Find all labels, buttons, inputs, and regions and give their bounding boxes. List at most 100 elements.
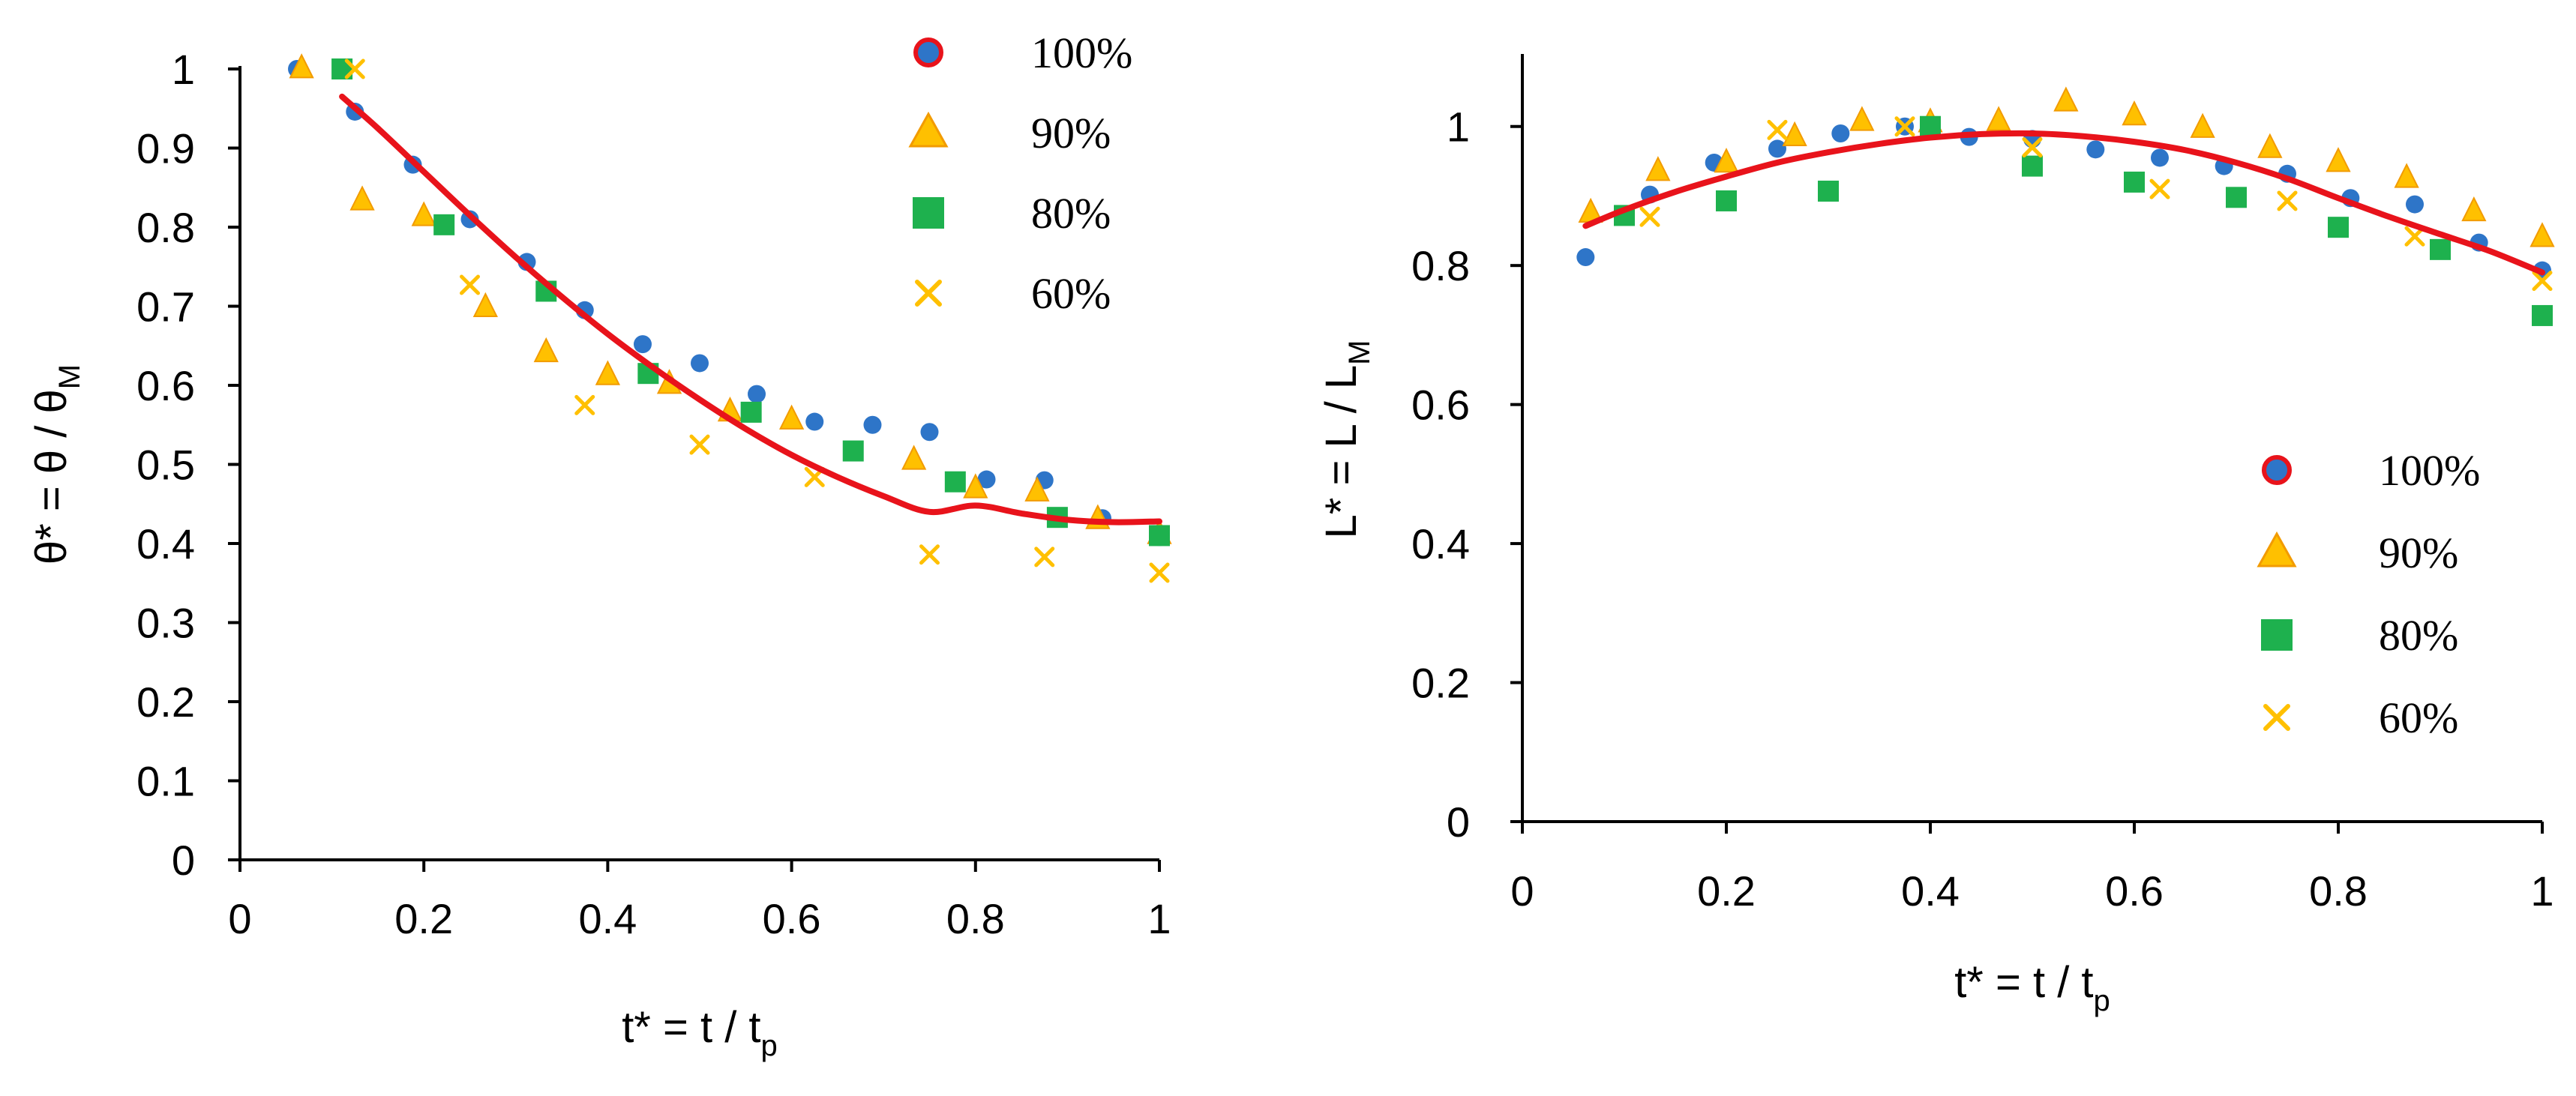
left-x-axis-title: t* = t / tp: [622, 1003, 778, 1062]
right-point-90: [2190, 112, 2215, 138]
left-x-tick-label: 0.6: [763, 895, 821, 942]
left-point-100: [633, 335, 652, 354]
left-legend-label-80: 80%: [1031, 189, 1111, 238]
left-point-60: [574, 394, 595, 415]
left-y-tick-label: 0: [172, 837, 195, 884]
left-y-tick-label: 0.5: [136, 442, 195, 489]
left-y-axis-title: θ* = θ / θM: [27, 364, 86, 564]
right-point-80: [2022, 155, 2043, 177]
left-point-100: [863, 415, 882, 434]
left-y-tick-label: 0.9: [136, 125, 195, 172]
right-point-60: [1639, 206, 1660, 227]
left-legend-marker-80: [913, 197, 944, 229]
left-point-90: [349, 185, 375, 211]
right-legend: 100% 90% 80% 60%: [2257, 446, 2480, 742]
left-point-90: [472, 292, 498, 318]
right-point-60: [2149, 178, 2170, 199]
left-point-90: [778, 404, 805, 430]
right-point-100: [2151, 148, 2169, 167]
right-y-tick-label: 0: [1447, 798, 1470, 846]
left-fit-curve: [339, 93, 1162, 526]
left-point-80: [944, 471, 966, 493]
right-point-90: [2053, 86, 2079, 112]
right-y-tick-label: 0.6: [1411, 382, 1470, 429]
left-point-90: [1024, 476, 1050, 502]
right-point-90: [1849, 106, 1875, 131]
left-y-tick-label: 1: [172, 46, 195, 93]
left-x-tick-label: 0.4: [578, 895, 637, 942]
left-point-90: [901, 445, 927, 470]
left-point-60: [1149, 562, 1170, 583]
left-series-80: [331, 58, 1170, 547]
left-y-tick-label: 0.3: [136, 600, 195, 647]
left-x-tick-label: 0: [228, 895, 251, 942]
left-point-90: [533, 337, 559, 363]
left-point-80: [433, 214, 455, 235]
right-point-80: [2328, 217, 2349, 238]
right-point-100: [2086, 140, 2105, 159]
right-x-tick-label: 0.8: [2309, 867, 2368, 915]
right-point-90: [2326, 147, 2351, 172]
right-point-80: [1920, 115, 1941, 137]
left-legend-marker-100: [913, 37, 943, 67]
left-point-100: [691, 354, 709, 373]
right-legend-label-100: 100%: [2379, 446, 2480, 495]
right-y-tick-label: 0.8: [1411, 242, 1470, 289]
left-legend-label-90: 90%: [1031, 109, 1111, 157]
right-point-90: [1645, 156, 1671, 181]
left-point-90: [963, 473, 988, 499]
right-legend-label-90: 90%: [2379, 529, 2458, 577]
left-point-60: [689, 434, 710, 455]
right-point-90: [2122, 100, 2147, 126]
right-point-60: [2532, 271, 2553, 292]
right-legend-label-60: 60%: [2379, 693, 2458, 742]
right-legend-label-80: 80%: [2379, 611, 2458, 660]
left-x-tick-label: 1: [1147, 895, 1171, 942]
right-point-80: [2532, 304, 2553, 326]
right-series-80: [1614, 115, 2553, 326]
left-point-100: [977, 470, 996, 489]
left-legend-label-100: 100%: [1031, 28, 1132, 77]
left-y-tick-label: 0.1: [136, 758, 195, 805]
right-point-80: [2430, 238, 2451, 260]
right-legend-marker-80: [2261, 619, 2293, 651]
right-x-axis-title: t* = t / tp: [1954, 958, 2110, 1017]
right-chart: 0 0.2 0.4 0.6 0.8 1 0 0.2 0.4 0.6 0.8 1 t* = t / tp L…: [1317, 54, 2555, 1017]
right-point-100: [1768, 139, 1786, 158]
right-point-90: [2257, 133, 2283, 158]
left-y-tick-label: 0.8: [136, 204, 195, 251]
left-point-60: [460, 274, 480, 295]
left-x-tick-label: 0.8: [946, 895, 1005, 942]
right-y-tick-label: 1: [1447, 103, 1470, 151]
left-point-80: [1149, 525, 1170, 547]
right-legend-marker-90: [2257, 531, 2297, 567]
left-chart: 0 0.1 0.2 0.3 0.4 0.5 0.6 0.7 0.8 0.9 1 0 0.2 0.4 0.6 0…: [27, 28, 1172, 1062]
right-legend-marker-60: [2263, 704, 2290, 731]
right-y-tick-label: 0.2: [1411, 660, 1470, 707]
right-x-tick-label: 0.6: [2105, 867, 2164, 915]
right-point-90: [1714, 148, 1739, 173]
right-legend-marker-100: [2262, 455, 2292, 485]
left-point-100: [748, 385, 766, 403]
right-point-60: [1767, 119, 1788, 140]
left-legend: 100% 90% 80% 60%: [908, 28, 1132, 318]
left-point-100: [805, 412, 824, 431]
right-point-80: [1716, 190, 1737, 211]
right-point-60: [2022, 137, 2043, 158]
left-x-tick-label: 0.2: [394, 895, 453, 942]
left-y-tick-label: 0.7: [136, 283, 195, 331]
right-point-100: [1831, 124, 1850, 142]
left-point-60: [919, 544, 940, 565]
right-point-60: [1894, 116, 1915, 137]
right-fit-curve: [1582, 130, 2545, 276]
right-point-100: [2406, 195, 2424, 214]
left-point-80: [740, 401, 762, 423]
left-point-60: [1034, 547, 1055, 567]
right-point-80: [2226, 187, 2247, 208]
left-legend-marker-90: [908, 111, 949, 148]
right-point-100: [1576, 248, 1595, 267]
left-legend-marker-60: [915, 280, 942, 307]
right-point-90: [2530, 222, 2555, 247]
right-x-tick-label: 0.2: [1697, 867, 1756, 915]
